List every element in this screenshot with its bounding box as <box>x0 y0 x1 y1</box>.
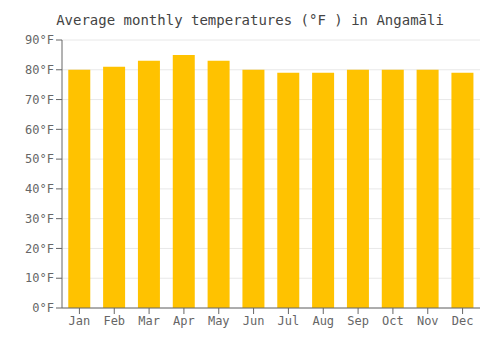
svg-text:30°F: 30°F <box>25 212 54 226</box>
svg-text:Dec: Dec <box>452 314 474 328</box>
svg-text:Jan: Jan <box>69 314 91 328</box>
svg-text:50°F: 50°F <box>25 152 54 166</box>
svg-text:Jun: Jun <box>243 314 265 328</box>
svg-text:Apr: Apr <box>173 314 195 328</box>
svg-text:Sep: Sep <box>347 314 369 328</box>
svg-text:Mar: Mar <box>138 314 160 328</box>
svg-text:Jul: Jul <box>278 314 300 328</box>
svg-text:20°F: 20°F <box>25 242 54 256</box>
svg-text:40°F: 40°F <box>25 182 54 196</box>
svg-text:80°F: 80°F <box>25 63 54 77</box>
svg-text:Nov: Nov <box>417 314 439 328</box>
svg-text:Feb: Feb <box>103 314 125 328</box>
svg-text:60°F: 60°F <box>25 123 54 137</box>
svg-text:10°F: 10°F <box>25 271 54 285</box>
svg-text:May: May <box>208 314 230 328</box>
svg-text:Aug: Aug <box>312 314 334 328</box>
svg-text:Oct: Oct <box>382 314 404 328</box>
svg-text:0°F: 0°F <box>32 301 54 315</box>
html-text:Average monthly temperatures (: Average monthly temperatures (°F ) in An… <box>56 12 444 28</box>
svg-text:90°F: 90°F <box>25 33 54 47</box>
svg-text:70°F: 70°F <box>25 93 54 107</box>
